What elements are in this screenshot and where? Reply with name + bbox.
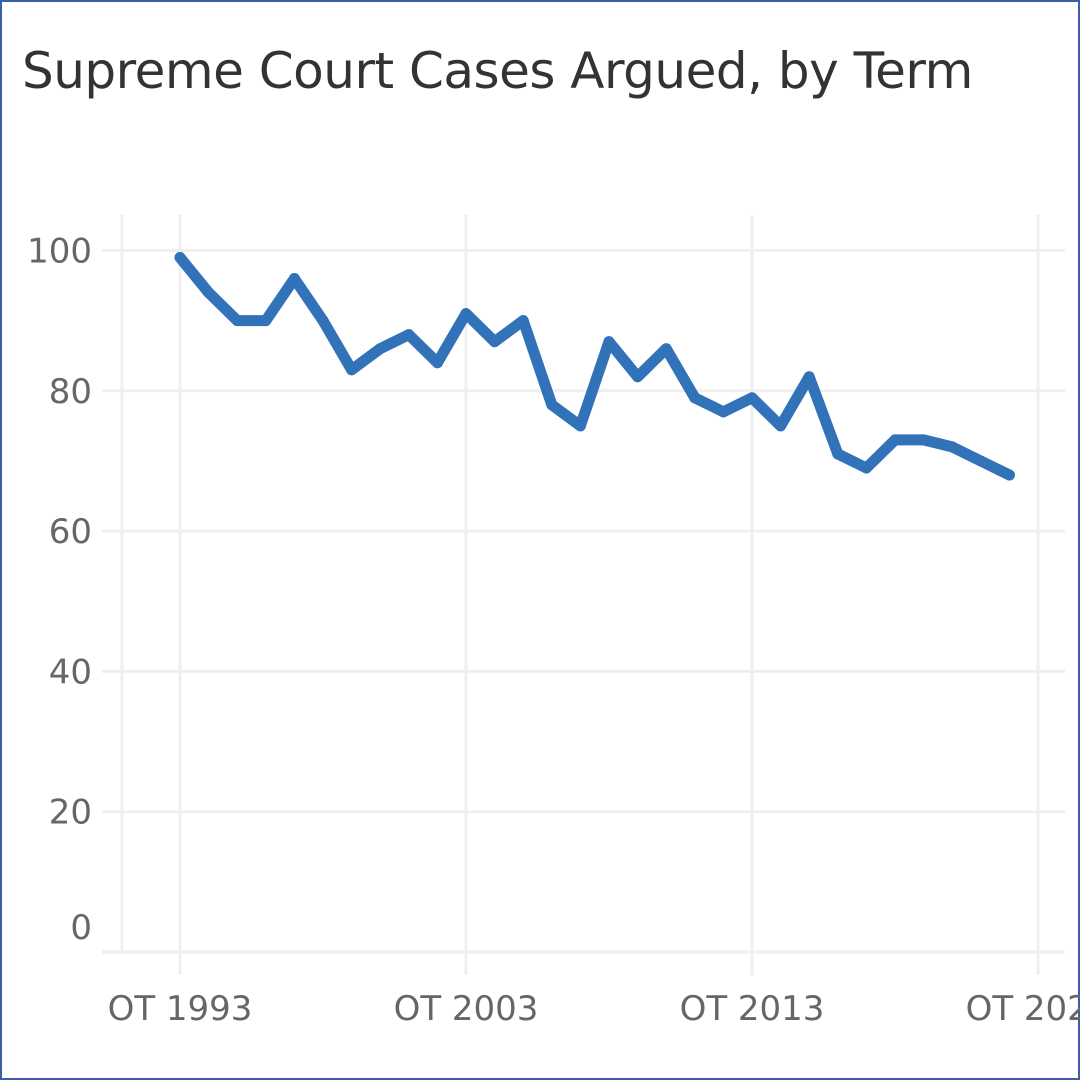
data-point	[717, 406, 729, 418]
data-point	[832, 448, 844, 460]
series-line	[174, 252, 1015, 481]
data-point	[374, 343, 386, 355]
data-point	[746, 392, 758, 404]
data-point	[603, 336, 615, 348]
data-point	[489, 336, 501, 348]
data-point	[203, 287, 215, 299]
data-point	[346, 364, 358, 376]
x-tick-label: OT 2023	[966, 989, 1080, 1029]
chart-title: Supreme Court Cases Argued, by Term	[22, 42, 973, 100]
data-point	[231, 315, 243, 327]
data-point	[803, 371, 815, 383]
data-point	[574, 420, 586, 432]
data-point	[403, 329, 415, 341]
data-point	[260, 315, 272, 327]
data-point	[431, 357, 443, 369]
y-tick-label: 20	[49, 793, 92, 833]
data-point	[918, 434, 930, 446]
data-point	[889, 434, 901, 446]
x-tick-label: OT 2013	[680, 989, 825, 1029]
y-tick-label: 80	[49, 372, 92, 412]
y-tick-label: 100	[27, 232, 92, 272]
data-point	[775, 420, 787, 432]
y-tick-label: 60	[49, 512, 92, 552]
data-point	[546, 399, 558, 411]
data-point	[317, 315, 329, 327]
x-axis: OT 1993 OT 2003 OT 2013 OT 2023	[108, 989, 1080, 1029]
data-point	[517, 315, 529, 327]
data-point	[975, 455, 987, 467]
series	[174, 252, 1015, 481]
data-point	[1003, 469, 1015, 481]
data-point	[660, 343, 672, 355]
grid	[102, 215, 1065, 975]
data-point	[288, 273, 300, 285]
data-point	[689, 392, 701, 404]
y-axis: 0 20 40 60 80 100	[27, 232, 92, 949]
data-point	[174, 252, 186, 264]
data-point	[460, 308, 472, 320]
data-point	[946, 441, 958, 453]
y-tick-label: 40	[49, 652, 92, 692]
x-tick-label: OT 2003	[394, 989, 539, 1029]
data-point	[860, 462, 872, 474]
data-point	[632, 371, 644, 383]
y-tick-label: 0	[70, 908, 92, 948]
x-tick-label: OT 1993	[108, 989, 253, 1029]
